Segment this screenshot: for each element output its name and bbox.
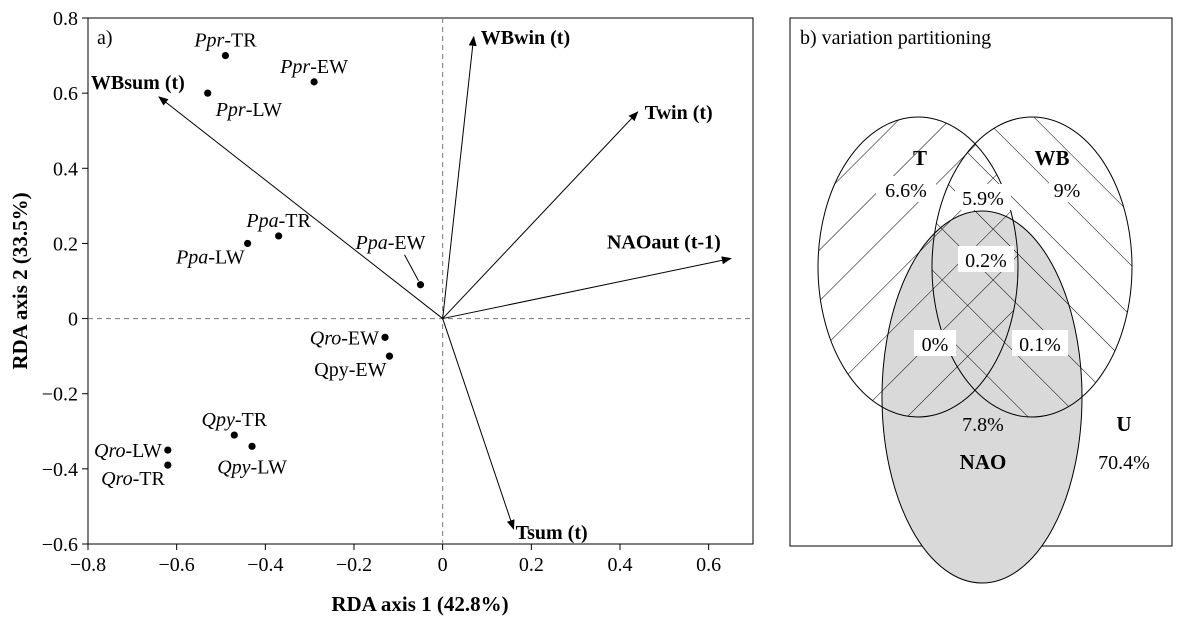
vector-arrow — [158, 96, 443, 319]
set-label-wb: WB — [1034, 146, 1069, 170]
venn-value-t-nao: 0% — [914, 330, 956, 356]
unexplained-label: U — [1116, 412, 1131, 436]
venn-value-t-wb-nao: 0.2% — [958, 246, 1014, 272]
point-label: Ppa-EW — [355, 232, 426, 254]
vector-arrow — [442, 318, 515, 530]
svg-text:5.9%: 5.9% — [962, 188, 1004, 210]
point-label: Ppr-LW — [215, 99, 282, 121]
svg-text:0.1%: 0.1% — [1019, 334, 1061, 356]
species-point — [381, 333, 389, 341]
x-tick-label: −0.4 — [247, 554, 283, 576]
vector-label: WBwin (t) — [481, 27, 570, 49]
species-point — [310, 78, 318, 86]
x-axis-title: RDA axis 1 (42.8%) — [331, 592, 508, 616]
species-point — [164, 446, 172, 454]
vector-label: Tsum (t) — [516, 522, 588, 544]
svg-text:9%: 9% — [1054, 180, 1081, 202]
venn-value-t-wb: 5.9% — [955, 184, 1011, 210]
venn-value-nao-only: 7.8% — [962, 414, 1004, 436]
species-point — [385, 352, 394, 360]
point-label: Qpy-LW — [217, 456, 287, 478]
point-label: Ppr-TR — [193, 30, 257, 52]
label-leader-line — [404, 254, 419, 281]
vector-label: WBsum (t) — [91, 72, 185, 94]
point-label: Qro-LW — [94, 440, 162, 462]
point-label: Qro-TR — [101, 468, 165, 490]
svg-text:0.2%: 0.2% — [965, 250, 1007, 272]
venn-value-unexplained: 70.4% — [1098, 452, 1150, 474]
y-axis-title: RDA axis 2 (33.5%) — [8, 192, 32, 369]
y-tick-label: 0.8 — [53, 8, 78, 30]
species-point — [416, 281, 425, 289]
set-label-t: T — [913, 146, 927, 170]
svg-text:6.6%: 6.6% — [885, 180, 927, 202]
point-label: Ppa-LW — [175, 246, 245, 268]
y-axis-ticks: 0.8 0.6 0.4 0.2 0 −0.2 −0.4 −0.6 — [42, 8, 88, 556]
x-tick-label: −0.6 — [159, 554, 195, 576]
rda-biplot-panel: −0.8 −0.6 −0.4 −0.2 0 0.2 0.4 0.6 0.80.60.40.20… — [8, 8, 754, 616]
species-point — [248, 442, 256, 450]
point-label: Ppa-TR — [245, 210, 311, 232]
venn-title: b) variation partitioning — [800, 27, 991, 49]
venn-value-t-only: 6.6% — [876, 176, 936, 202]
point-label: Ppr-EW — [279, 56, 348, 78]
x-tick-label: 0.6 — [696, 554, 721, 576]
species-point — [275, 232, 283, 240]
vector-arrow — [442, 256, 732, 320]
y-tick-label: −0.6 — [42, 534, 78, 556]
x-axis-ticks: −0.8 −0.6 −0.4 −0.2 0 0.2 0.4 0.6 — [70, 544, 721, 576]
environmental-vectors: WBwin (t) WBsum (t) Twin (t) NAOaut (t-1) Ts… — [91, 27, 732, 544]
x-tick-label: −0.8 — [70, 554, 106, 576]
vector-label: Twin (t) — [645, 102, 713, 124]
venn-value-wb-only: 9% — [1049, 176, 1085, 202]
y-tick-label: 0.6 — [53, 83, 78, 105]
species-point — [204, 89, 212, 97]
panel-a-label: a) — [97, 27, 113, 49]
vector-label: NAOaut (t-1) — [607, 231, 721, 253]
y-tick-label: −0.2 — [42, 384, 78, 406]
vector-arrow — [442, 111, 639, 319]
point-label: Qpy-EW — [314, 359, 386, 381]
species-point — [221, 51, 230, 60]
y-tick-label: 0.4 — [53, 158, 78, 180]
set-label-nao: NAO — [960, 450, 1007, 474]
svg-text:0%: 0% — [922, 334, 949, 356]
point-label: Qpy-TR — [202, 409, 268, 431]
species-point — [164, 461, 172, 469]
variation-partitioning-panel: b) variation partitioning T WB NAO U 6.6… — [789, 17, 1173, 584]
y-tick-label: 0.2 — [53, 233, 78, 255]
x-tick-label: 0 — [438, 554, 448, 576]
y-tick-label: 0 — [68, 309, 78, 331]
point-label: Qro-EW — [310, 327, 379, 349]
venn-value-wb-nao: 0.1% — [1012, 330, 1068, 356]
x-tick-label: 0.4 — [608, 554, 633, 576]
plot-frame — [87, 17, 754, 545]
species-point — [244, 239, 252, 248]
species-point — [230, 431, 238, 439]
vector-arrow — [442, 35, 477, 319]
x-tick-label: −0.2 — [336, 554, 372, 576]
y-tick-label: −0.4 — [42, 459, 78, 481]
x-tick-label: 0.2 — [519, 554, 544, 576]
